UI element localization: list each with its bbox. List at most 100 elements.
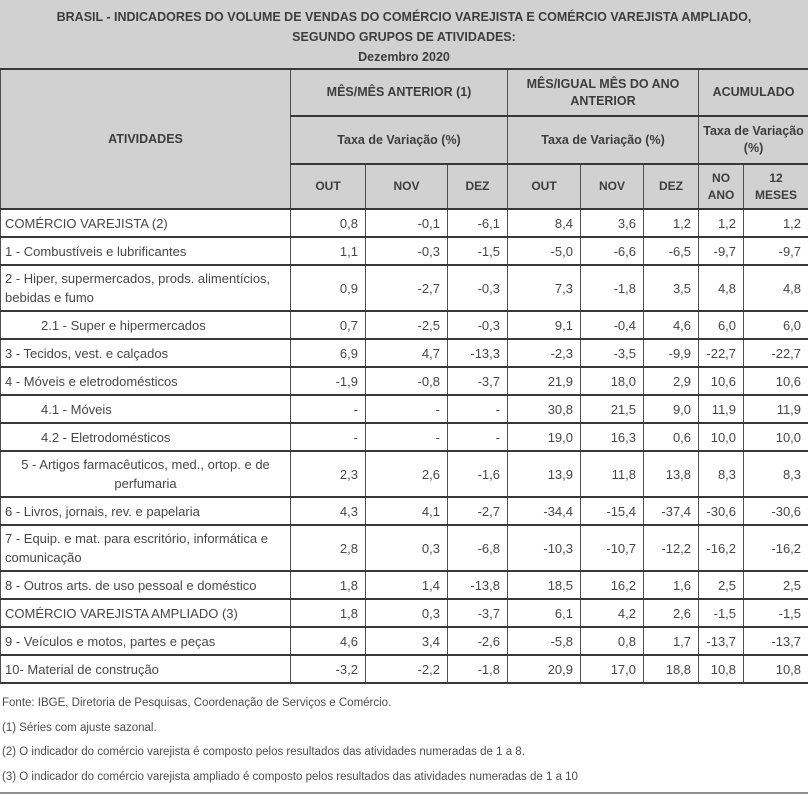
value-cell: -22,7 bbox=[698, 338, 745, 368]
table-row: 2 - Hiper, supermercados, prods. aliment… bbox=[0, 264, 808, 312]
value-cell: -16,2 bbox=[698, 524, 745, 572]
column-header-out-2: OUT bbox=[507, 163, 581, 210]
activity-label: COMÉRCIO VAREJISTA (2) bbox=[0, 208, 291, 238]
value-cell: 4,7 bbox=[365, 338, 448, 368]
table-row: 8 - Outros arts. de uso pessoal e domést… bbox=[0, 570, 808, 600]
header-row-months: OUT NOV DEZ OUT NOV DEZ NO ANO 12 MESES bbox=[1, 163, 808, 210]
value-cell: 10,0 bbox=[743, 422, 808, 452]
value-cell: 0,7 bbox=[290, 310, 366, 340]
subheader-variation-rate-2: Taxa de Variação (%) bbox=[506, 115, 700, 165]
value-cell: -30,6 bbox=[743, 496, 808, 526]
value-cell: 8,3 bbox=[743, 450, 808, 498]
value-cell: 9,0 bbox=[642, 394, 700, 424]
value-cell: 3,5 bbox=[642, 264, 700, 312]
value-cell: -34,4 bbox=[507, 496, 581, 526]
value-cell: 1,6 bbox=[642, 570, 700, 600]
footnote-1: (1) Séries com ajuste sazonal. bbox=[2, 721, 157, 734]
activity-label: 4 - Móveis e eletrodomésticos bbox=[0, 366, 291, 396]
value-cell: - bbox=[290, 422, 366, 452]
table-row: 4.1 - Móveis - - -30,8 21,5 9,0 11,9 11,9 bbox=[0, 394, 808, 424]
table-body: COMÉRCIO VAREJISTA (2) 0,8 -0,1 -6,1 8,4 3,6 1… bbox=[0, 208, 808, 684]
column-group-month-over-same-month-prev-year: MÊS/IGUAL MÊS DO ANO ANTERIOR bbox=[506, 68, 700, 117]
value-cell: -10,7 bbox=[580, 524, 644, 572]
value-cell: -13,8 bbox=[447, 570, 508, 600]
activity-label: 10- Material de construção bbox=[0, 654, 291, 684]
value-cell: 4,6 bbox=[642, 310, 700, 340]
value-cell: -2,6 bbox=[447, 626, 508, 656]
value-cell: 7,3 bbox=[507, 264, 581, 312]
value-cell: -1,9 bbox=[290, 366, 366, 396]
table-row: 4 - Móveis e eletrodomésticos -1,9 -0,8 -3,… bbox=[0, 366, 808, 396]
table-row: 3 - Tecidos, vest. e calçados 6,9 4,7 -13,3… bbox=[0, 338, 808, 368]
table-row: 5 - Artigos farmacêuticos, med., ortop. … bbox=[0, 450, 808, 498]
value-cell: 10,8 bbox=[698, 654, 745, 684]
value-cell: -5,8 bbox=[507, 626, 581, 656]
activity-label: 4.1 - Móveis bbox=[0, 394, 291, 424]
value-cell: 21,5 bbox=[580, 394, 644, 424]
value-cell: -15,4 bbox=[580, 496, 644, 526]
table-row: COMÉRCIO VAREJISTA (2) 0,8 -0,1 -6,1 8,4 3,6 1… bbox=[0, 208, 808, 238]
value-cell: -37,4 bbox=[642, 496, 700, 526]
table-row: 10- Material de construção -3,2 -2,2 -1,8 20… bbox=[0, 654, 808, 684]
table-row: 1 - Combustíveis e lubrificantes 1,1 -0,3-… bbox=[0, 236, 808, 266]
value-cell: -9,7 bbox=[743, 236, 808, 266]
value-cell: -30,6 bbox=[698, 496, 745, 526]
value-cell: 1,2 bbox=[698, 208, 745, 238]
activity-label: 8 - Outros arts. de uso pessoal e domést… bbox=[0, 570, 291, 600]
value-cell: 4,8 bbox=[698, 264, 745, 312]
value-cell: 6,0 bbox=[743, 310, 808, 340]
value-cell: 2,6 bbox=[365, 450, 448, 498]
value-cell: - bbox=[365, 394, 448, 424]
value-cell: 1,4 bbox=[365, 570, 448, 600]
value-cell: -2,7 bbox=[365, 264, 448, 312]
activity-label: 2.1 - Super e hipermercados bbox=[0, 310, 291, 340]
value-cell: -22,7 bbox=[743, 338, 808, 368]
value-cell: -6,5 bbox=[642, 236, 700, 266]
value-cell: -1,5 bbox=[447, 236, 508, 266]
value-cell: 4,3 bbox=[290, 496, 366, 526]
table-row: 6 - Livros, jornais, rev. e papelaria 4,3… bbox=[0, 496, 808, 526]
value-cell: -6,8 bbox=[447, 524, 508, 572]
value-cell: - bbox=[365, 422, 448, 452]
column-header-out-1: OUT bbox=[290, 163, 366, 210]
activity-label: 5 - Artigos farmacêuticos, med., ortop. … bbox=[0, 450, 291, 498]
activity-label: 1 - Combustíveis e lubrificantes bbox=[0, 236, 291, 266]
value-cell: 11,8 bbox=[580, 450, 644, 498]
subheader-variation-rate-3: Taxa de Variação (%) bbox=[698, 115, 808, 165]
value-cell: - bbox=[290, 394, 366, 424]
value-cell: 11,9 bbox=[698, 394, 745, 424]
value-cell: 30,8 bbox=[507, 394, 581, 424]
value-cell: -0,4 bbox=[580, 310, 644, 340]
value-cell: 8,3 bbox=[698, 450, 745, 498]
value-cell: 4,2 bbox=[580, 598, 644, 628]
table-row: 4.2 - Eletrodomésticos - - -19,0 16,3 0,6 10,0… bbox=[0, 422, 808, 452]
value-cell: -0,8 bbox=[365, 366, 448, 396]
value-cell: -1,8 bbox=[447, 654, 508, 684]
value-cell: 9,1 bbox=[507, 310, 581, 340]
value-cell: 10,6 bbox=[698, 366, 745, 396]
value-cell: -16,2 bbox=[743, 524, 808, 572]
value-cell: 17,0 bbox=[580, 654, 644, 684]
value-cell: 0,9 bbox=[290, 264, 366, 312]
value-cell: 0,3 bbox=[365, 598, 448, 628]
value-cell: 0,8 bbox=[290, 208, 366, 238]
footnote-3: (3) O indicador do comércio varejista am… bbox=[2, 770, 578, 783]
value-cell: -0,1 bbox=[365, 208, 448, 238]
value-cell: -3,7 bbox=[447, 366, 508, 396]
value-cell: 11,9 bbox=[743, 394, 808, 424]
value-cell: -2,5 bbox=[365, 310, 448, 340]
value-cell: 16,3 bbox=[580, 422, 644, 452]
value-cell: 4,1 bbox=[365, 496, 448, 526]
value-cell: -1,5 bbox=[698, 598, 745, 628]
value-cell: 18,0 bbox=[580, 366, 644, 396]
column-header-12-meses: 12 MESES bbox=[743, 163, 808, 210]
value-cell: -2,3 bbox=[507, 338, 581, 368]
column-group-month-over-prev-month: MÊS/MÊS ANTERIOR (1) bbox=[290, 68, 508, 117]
activity-label: 6 - Livros, jornais, rev. e papelaria bbox=[0, 496, 291, 526]
footnote-2: (2) O indicador do comércio varejista é … bbox=[2, 746, 525, 758]
header-row-variation-rate: Taxa de Variação (%) Taxa de Variação (%… bbox=[1, 115, 808, 165]
table-title: BRASIL - INDICADORES DO VOLUME DE VENDAS… bbox=[0, 0, 808, 68]
value-cell: 10,0 bbox=[698, 422, 745, 452]
value-cell: 1,7 bbox=[642, 626, 700, 656]
